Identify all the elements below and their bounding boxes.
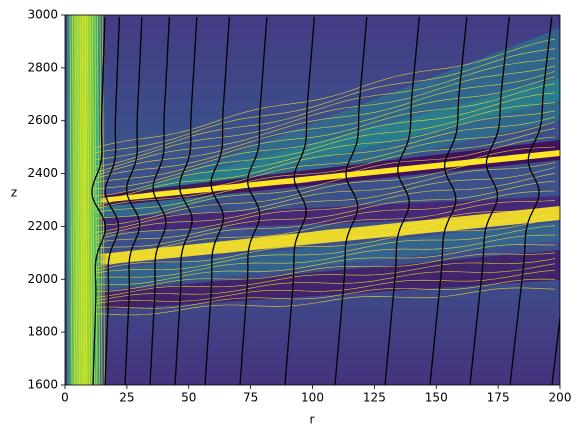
- contour-line: [97, 15, 100, 385]
- contour-line: [94, 200, 556, 256]
- contour-line: [94, 155, 556, 226]
- contour-line: [94, 83, 556, 179]
- contour-line: [94, 65, 556, 168]
- profile-curve: [239, 16, 268, 385]
- x-axis-label: r: [310, 413, 315, 427]
- contour-line: [94, 181, 556, 243]
- profile-curve: [124, 16, 143, 385]
- x-tick-label: 0: [61, 391, 69, 405]
- contour-line: [94, 212, 556, 268]
- y-tick-label: 3000: [27, 8, 58, 22]
- profile-curve: [469, 16, 510, 385]
- contour-line: [99, 15, 103, 385]
- profile-curve: [91, 16, 107, 385]
- contour-line: [77, 15, 80, 385]
- contour-line: [94, 278, 556, 309]
- x-tick-label: 50: [181, 391, 196, 405]
- contour-line: [82, 15, 85, 385]
- contour-line: [94, 15, 98, 385]
- x-tick-label: 125: [363, 391, 386, 405]
- contour-line: [94, 128, 556, 210]
- contour-line: [94, 207, 556, 263]
- contour-line: [94, 162, 556, 233]
- contour-line: [94, 263, 556, 302]
- contour-line: [94, 57, 556, 160]
- contour-line: [94, 136, 556, 213]
- contour-line: [87, 15, 90, 385]
- profile-curve: [284, 16, 315, 385]
- contour-line: [69, 15, 73, 385]
- contour-line: [94, 48, 556, 153]
- y-tick-label: 2200: [27, 219, 58, 233]
- profile-curve: [149, 16, 171, 385]
- x-tick-label: 75: [243, 391, 258, 405]
- y-tick-label: 1800: [27, 325, 58, 339]
- profile-curve: [334, 16, 368, 385]
- contour-line: [94, 92, 556, 183]
- contour-line: [94, 116, 556, 203]
- x-tick-label: 175: [487, 391, 510, 405]
- contour-line: [94, 102, 556, 190]
- contour-line: [94, 244, 555, 285]
- contour-line: [94, 76, 556, 176]
- contour-line: [94, 218, 556, 271]
- profile-curve: [429, 16, 468, 385]
- x-tick-label: 200: [549, 391, 572, 405]
- contour-line: [74, 15, 78, 385]
- contour-line: [94, 38, 556, 149]
- contour-field: [65, 15, 560, 385]
- contour-line: [79, 15, 83, 385]
- contour-line: [94, 234, 555, 278]
- contour-line: [94, 110, 556, 197]
- profile-curve: [384, 16, 420, 385]
- contour-line: [94, 173, 556, 240]
- profile-curve: [104, 16, 121, 385]
- contour-line: [89, 15, 93, 385]
- profile-curve: [509, 16, 553, 385]
- y-axis-label: z: [11, 186, 17, 200]
- contour-line: [94, 258, 556, 298]
- y-tick-label: 2400: [27, 166, 58, 180]
- x-tick-label: 100: [301, 391, 324, 405]
- contour-line: [94, 287, 556, 316]
- profile-curve: [204, 16, 231, 385]
- profile-curve: [174, 16, 198, 385]
- y-tick-label: 2600: [27, 113, 58, 127]
- contour-line: [84, 15, 88, 385]
- contour-line: [94, 270, 556, 304]
- y-tick-label: 2800: [27, 60, 58, 74]
- contour-line: [94, 146, 556, 219]
- contour-line: [94, 252, 556, 292]
- contour-line: [72, 15, 75, 385]
- contour-line: [94, 190, 556, 249]
- y-tick-label: 2000: [27, 272, 58, 286]
- x-tick-label: 150: [425, 391, 448, 405]
- x-tick-label: 25: [119, 391, 134, 405]
- y-tick-label: 1600: [27, 378, 58, 392]
- contour-line: [94, 121, 556, 207]
- contour-line: [94, 71, 556, 173]
- profile-curve: [551, 313, 560, 385]
- contour-line: [94, 225, 556, 274]
- contour-line: [94, 167, 556, 238]
